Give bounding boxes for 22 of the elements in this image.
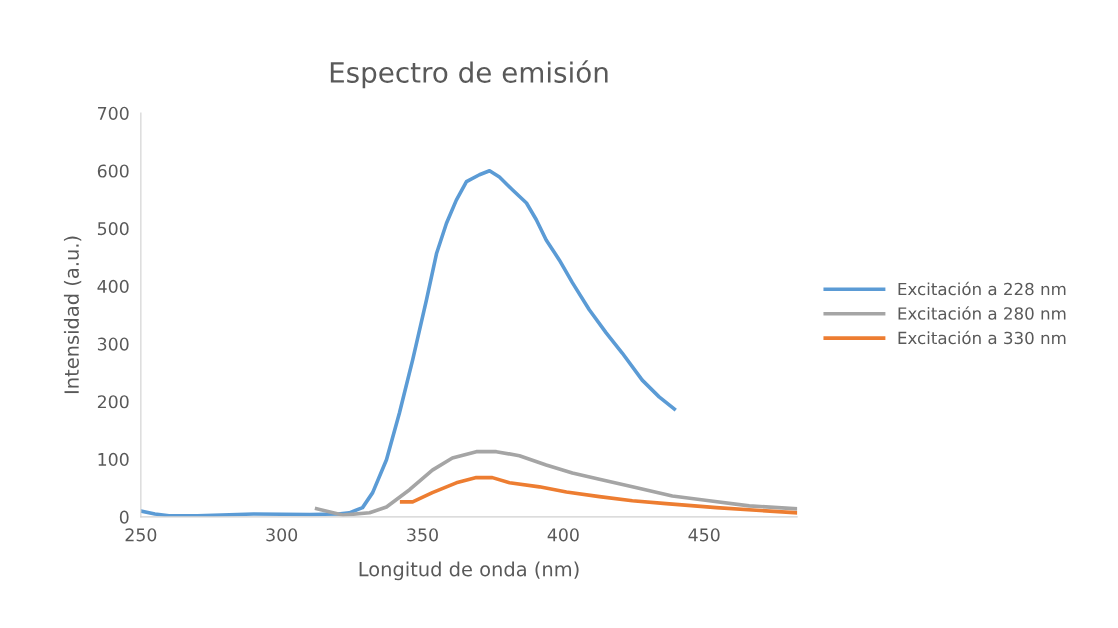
x-tick-label: 250 — [125, 528, 157, 542]
y-tick-label: 300 — [97, 337, 129, 351]
legend-label: Excitación a 228 nm — [898, 281, 1066, 296]
y-tick-label: 100 — [98, 452, 129, 466]
legend-label: Excitación a 280 nm — [898, 306, 1066, 320]
x-tick-label: 450 — [688, 528, 720, 542]
line-series — [140, 168, 677, 517]
x-tick-label: 300 — [266, 528, 298, 542]
x-axis-title: Longitud de onda (nm) — [359, 561, 579, 581]
x-tick-label: 350 — [407, 528, 438, 542]
y-tick-label: 200 — [97, 395, 129, 409]
legend-label: Excitación a 330 nm — [898, 330, 1066, 345]
line-series — [399, 475, 798, 515]
y-tick-label: 0 — [119, 510, 129, 524]
y-axis-title: Intensidad (a.u.) — [63, 236, 82, 394]
y-tick-label: 400 — [97, 279, 129, 293]
y-tick-label: 500 — [97, 222, 129, 236]
x-tick-label: 400 — [547, 528, 579, 542]
line-series — [314, 449, 798, 517]
chart-title: Espectro de emisión — [330, 60, 608, 89]
y-tick-label: 700 — [98, 106, 129, 120]
y-tick-label: 600 — [97, 164, 129, 178]
